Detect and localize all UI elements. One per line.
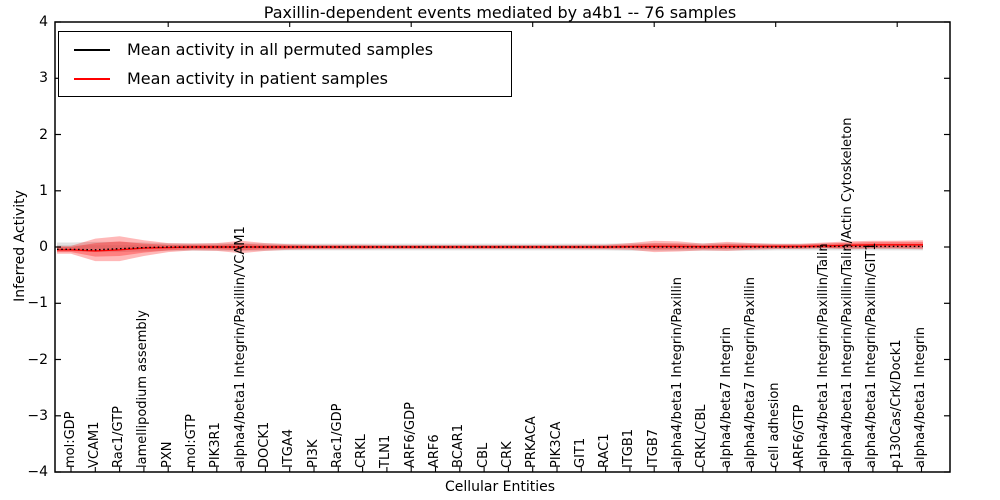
legend-label-permuted: Mean activity in all permuted samples: [127, 40, 434, 59]
x-tick-label: PIK3CA: [548, 421, 564, 468]
x-tick-label: alpha4/beta1 Integrin/Paxillin/GIT1: [864, 242, 880, 468]
x-tick-label: PXN: [159, 441, 175, 468]
x-tick-label: mol:GTP: [184, 414, 199, 468]
x-tick-label: TLN1: [378, 434, 394, 468]
x-tick-label: lamellipodium assembly: [135, 310, 151, 468]
permuted-line-swatch: [74, 48, 110, 51]
x-tick-label: alpha4/beta7 Integrin/Paxillin: [742, 276, 758, 468]
permuted-mean-line: [57, 245, 923, 251]
x-tick-label: Rac1/GTP: [111, 406, 127, 468]
patient-band-outer: [57, 236, 923, 262]
x-tick-label: ARF6/GDP: [402, 402, 418, 468]
x-tick-label: alpha4/beta1 Integrin: [913, 326, 928, 468]
x-tick-label: CRKL/CBL: [694, 404, 710, 469]
x-tick-label: CRKL: [354, 434, 370, 468]
x-tick-label: BCAR1: [451, 424, 467, 468]
y-tick-label: −4: [27, 464, 48, 480]
x-tick-label: p130Cas/Crk/Dock1: [888, 339, 904, 468]
x-tick-label: alpha4/beta7 Integrin: [718, 326, 734, 468]
x-tick-label: Rac1/GDP: [329, 403, 345, 468]
x-tick-label: alpha4/beta1 Integrin/Paxillin/Talin: [815, 243, 831, 468]
y-tick-label: 4: [39, 14, 48, 30]
x-tick-label: ITGB7: [645, 428, 661, 468]
patient-band-inner: [57, 241, 923, 257]
y-tick-label: −2: [27, 351, 48, 368]
x-tick-label: mol:GDP: [62, 411, 78, 468]
x-tick-label: cell adhesion: [767, 382, 783, 468]
x-tick-label: ITGB1: [621, 428, 637, 468]
y-tick-label: −1: [27, 295, 48, 312]
x-tick-label: ARF6: [427, 434, 442, 468]
patient-line-swatch: [74, 77, 110, 80]
legend-label-patient: Mean activity in patient samples: [127, 69, 388, 88]
x-tick-label: PIK3R1: [208, 422, 224, 468]
x-tick-label: GIT1: [572, 437, 588, 468]
x-tick-label: ARF6/GTP: [791, 404, 807, 468]
chart-title: Paxillin-dependent events mediated by a4…: [263, 3, 737, 22]
x-axis-label: Cellular Entities: [444, 479, 556, 495]
legend-row-permuted: Mean activity in all permuted samples: [59, 35, 511, 64]
y-tick-label: −3: [27, 407, 48, 424]
x-tick-label: alpha4/beta1 Integrin/Paxillin/VCAM1: [232, 226, 248, 468]
legend-row-patient: Mean activity in patient samples: [59, 64, 511, 93]
x-tick-label: RAC1: [597, 433, 613, 468]
y-tick-label: 3: [39, 70, 48, 87]
y-tick-label: 2: [39, 126, 48, 143]
y-tick-label: 1: [39, 182, 48, 199]
x-tick-label: alpha4/beta1 Integrin/Paxillin: [670, 276, 685, 468]
x-tick-label: PI3K: [305, 439, 321, 468]
x-tick-label: CBL: [475, 442, 491, 468]
legend: Mean activity in all permuted samples Me…: [58, 31, 512, 97]
x-tick-label: alpha4/beta1 Integrin/Paxillin/Talin/Act…: [840, 117, 856, 468]
y-tick-label: 0: [39, 239, 48, 255]
x-tick-label: VCAM1: [86, 421, 102, 468]
x-tick-label: CRK: [499, 441, 515, 468]
x-tick-label: DOCK1: [256, 421, 272, 468]
x-tick-label: PRKACA: [524, 416, 540, 468]
x-tick-label: ITGA4: [281, 428, 297, 468]
